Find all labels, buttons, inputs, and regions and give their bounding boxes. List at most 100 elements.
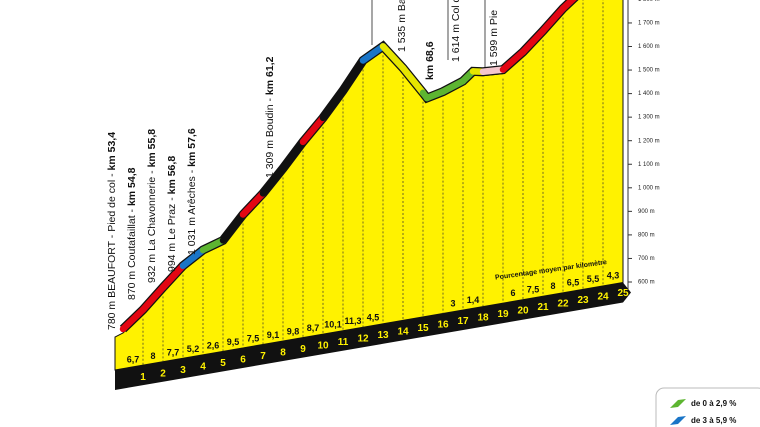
km-label: 18 <box>477 313 489 324</box>
ridge-segment <box>179 246 207 269</box>
km-label: 4 <box>200 362 206 373</box>
ridge-segment <box>159 262 187 291</box>
ridge-segment <box>519 27 547 56</box>
waypoint-label: 1 599 m Pie <box>488 10 500 66</box>
ridge-segment <box>219 211 247 244</box>
km-label: 9 <box>300 344 306 355</box>
gradient-label: 11,3 <box>344 316 361 326</box>
elevation-tick-label: 1 600 m <box>638 44 660 50</box>
km-label: 19 <box>497 309 509 320</box>
km-label: 23 <box>577 295 589 306</box>
waypoint-km: km 55,8 <box>146 129 158 168</box>
waypoint-label: 1 309 m Boudin - km 61,2 <box>264 56 276 178</box>
waypoint-name: 994 m Le Praz - <box>166 194 178 272</box>
elevation-tick-label: 1 500 m <box>638 68 660 74</box>
waypoint-label: 780 m BEAUFORT - Pied de col - km 53,4 <box>106 132 118 330</box>
ridge-segment <box>139 284 167 313</box>
gradient-label: 8,7 <box>307 323 320 333</box>
waypoint-label: 1 031 m Arêches - km 57,6 <box>186 128 198 255</box>
waypoint-name: 1 535 m Barra <box>396 0 408 52</box>
elevation-tick-label: 1 700 m <box>638 21 660 27</box>
elevation-tick-label: 900 m <box>638 209 655 215</box>
ridge-segment <box>479 66 507 75</box>
km-label: 5 <box>220 358 226 369</box>
ridge-segment <box>199 237 227 254</box>
waypoint-km: km 53,4 <box>106 132 118 171</box>
km-label: 15 <box>417 323 429 334</box>
gradient-label: 7,5 <box>247 334 260 344</box>
ridge-segment <box>279 138 307 172</box>
km-label: 13 <box>377 330 389 341</box>
ridge-segment <box>259 165 287 197</box>
ridge-segment <box>119 306 147 333</box>
gradient-label: 6 <box>510 288 515 298</box>
gradient-label: 9,5 <box>227 337 240 347</box>
waypoint-name: 870 m Coutafaillat - <box>126 206 138 300</box>
km-label: 11 <box>338 337 349 348</box>
gradient-label: 9,8 <box>287 327 300 337</box>
km-label: 25 <box>617 288 629 299</box>
gradient-label: 5,2 <box>187 344 200 354</box>
elevation-tick-label: 1 400 m <box>638 91 660 97</box>
ridge-segment <box>499 48 527 73</box>
waypoint-name: 932 m La Chavonnerie - <box>146 167 158 283</box>
gradient-label: 1,4 <box>467 295 480 305</box>
waypoint-km: km 54,8 <box>126 167 138 206</box>
km-label: 17 <box>457 316 469 327</box>
legend-label: de 0 à 2,9 % <box>691 399 736 408</box>
ridge-segment <box>559 0 577 12</box>
gradient-label: 8 <box>550 281 555 291</box>
gradient-label: 10,1 <box>324 320 342 330</box>
legend-label: de 3 à 5,9 % <box>691 416 736 425</box>
waypoint-label: 1 535 m Barra <box>396 0 408 52</box>
gradient-label: 9,1 <box>267 330 280 340</box>
waypoint-label: 932 m La Chavonnerie - km 55,8 <box>146 129 158 283</box>
waypoint-label: 994 m Le Praz - km 56,8 <box>166 156 178 272</box>
km-label: 8 <box>280 348 286 359</box>
gradient-label: 6,7 <box>127 355 140 365</box>
elevation-tick-label: 1 100 m <box>638 162 660 168</box>
ridge-segment <box>539 5 567 35</box>
gradient-label: 7,7 <box>167 348 180 358</box>
km-label: 3 <box>180 365 186 376</box>
waypoint-km: km 68,6 <box>424 41 436 80</box>
km-label: 21 <box>537 302 549 313</box>
gradient-label: 8 <box>150 351 155 361</box>
waypoint-name: 1 614 m Col d <box>450 0 462 62</box>
km-label: 6 <box>240 355 246 366</box>
elevation-tick-label: 700 m <box>638 256 655 262</box>
elevation-tick-label: 600 m <box>638 280 655 286</box>
ridge-segment <box>379 43 407 72</box>
km-label: 20 <box>517 306 529 317</box>
km-label: 16 <box>437 320 449 331</box>
waypoint-km: km 56,8 <box>166 156 178 195</box>
waypoint-name: 1 031 m Arêches - <box>186 167 198 255</box>
ridge-segment <box>439 77 467 95</box>
gradient-label: 6,5 <box>567 278 580 288</box>
gradient-label: 7,5 <box>527 285 540 295</box>
km-label: 24 <box>597 292 609 303</box>
elevation-tick-label: 1 200 m <box>638 138 660 144</box>
gradient-label: 5,5 <box>587 274 600 284</box>
elevation-tick-label: 800 m <box>638 232 655 238</box>
ridge-segment <box>359 43 387 64</box>
waypoint-km: km 61,2 <box>264 56 276 95</box>
km-label: 12 <box>357 334 369 345</box>
waypoint-name: 1 309 m Boudin - <box>264 95 276 178</box>
elevation-tick-label: 1 800 m <box>638 0 660 3</box>
gradient-label: 4,5 <box>367 313 380 323</box>
waypoint-label: 870 m Coutafaillat - km 54,8 <box>126 167 138 300</box>
elevation-tick-label: 1 300 m <box>638 115 660 121</box>
km-strip <box>115 282 631 390</box>
gradient-label: 4,3 <box>607 271 620 281</box>
legend-swatch <box>670 399 686 408</box>
km-label: 1 <box>140 372 146 383</box>
km-label: 10 <box>317 341 329 352</box>
waypoint-name: 780 m BEAUFORT - Pied de col - <box>106 170 118 330</box>
ridge-segment <box>239 190 267 218</box>
waypoint-name: 1 599 m Pie <box>488 10 500 66</box>
waypoint-label: 1 614 m Col d <box>450 0 462 62</box>
gradient-label: 2,6 <box>207 341 220 351</box>
ridge-segment <box>339 57 367 94</box>
